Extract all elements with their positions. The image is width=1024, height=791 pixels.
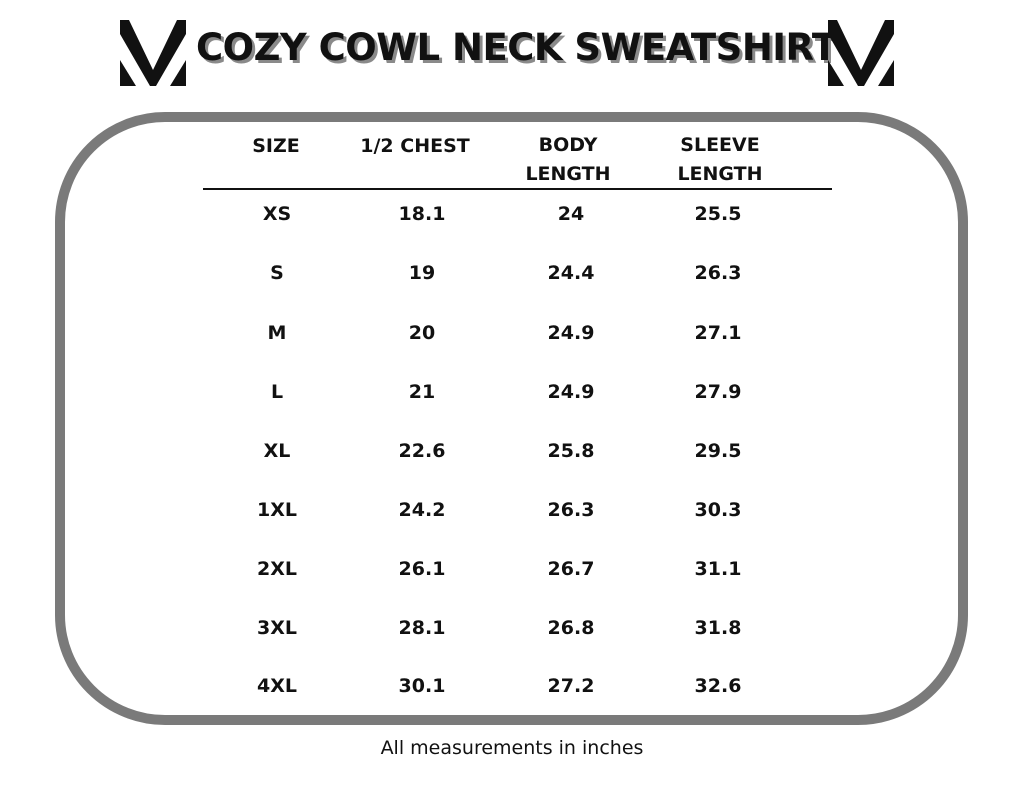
cell-sleeve-length: 31.8 (694, 617, 742, 639)
cell-size: 4XL (257, 675, 297, 697)
size-chart-frame (55, 112, 968, 725)
cell-sleeve-length: 27.1 (694, 322, 742, 344)
column-header-body-length: BODY LENGTH (525, 134, 611, 185)
cell-size: M (267, 322, 287, 344)
logo-icon (828, 20, 894, 86)
cell-half-chest: 28.1 (398, 617, 446, 639)
cell-half-chest: 26.1 (398, 558, 446, 580)
cell-half-chest: 19 (408, 262, 436, 284)
cell-half-chest: 21 (408, 381, 436, 403)
cell-body-length: 24 (557, 203, 585, 225)
cell-sleeve-length: 31.1 (694, 558, 742, 580)
cell-size: 1XL (257, 499, 297, 521)
cell-half-chest: 18.1 (398, 203, 446, 225)
cell-sleeve-length: 27.9 (694, 381, 742, 403)
page-title: COZY COWL NECK SWEATSHIRT (196, 26, 837, 69)
cell-sleeve-length: 26.3 (694, 262, 742, 284)
cell-half-chest: 24.2 (398, 499, 446, 521)
header-divider (203, 188, 832, 190)
cell-size: S (270, 262, 284, 284)
cell-body-length: 24.9 (547, 381, 595, 403)
cell-size: 2XL (257, 558, 297, 580)
column-header-sleeve-length: SLEEVE LENGTH (677, 134, 763, 185)
cell-half-chest: 30.1 (398, 675, 446, 697)
measurement-note: All measurements in inches (380, 737, 644, 759)
cell-sleeve-length: 29.5 (694, 440, 742, 462)
cell-body-length: 24.4 (547, 262, 595, 284)
cell-size: 3XL (257, 617, 297, 639)
cell-half-chest: 20 (408, 322, 436, 344)
cell-size: XS (262, 203, 292, 225)
cell-sleeve-length: 32.6 (694, 675, 742, 697)
cell-body-length: 26.7 (547, 558, 595, 580)
cell-body-length: 27.2 (547, 675, 595, 697)
cell-half-chest: 22.6 (398, 440, 446, 462)
cell-body-length: 26.8 (547, 617, 595, 639)
column-header-half-chest: 1/2 CHEST (360, 135, 470, 157)
cell-size: XL (263, 440, 291, 462)
cell-size: L (270, 381, 284, 403)
cell-body-length: 24.9 (547, 322, 595, 344)
cell-sleeve-length: 30.3 (694, 499, 742, 521)
column-header-size: SIZE (252, 135, 300, 157)
cell-body-length: 26.3 (547, 499, 595, 521)
cell-body-length: 25.8 (547, 440, 595, 462)
cell-sleeve-length: 25.5 (694, 203, 742, 225)
logo-icon (120, 20, 186, 86)
